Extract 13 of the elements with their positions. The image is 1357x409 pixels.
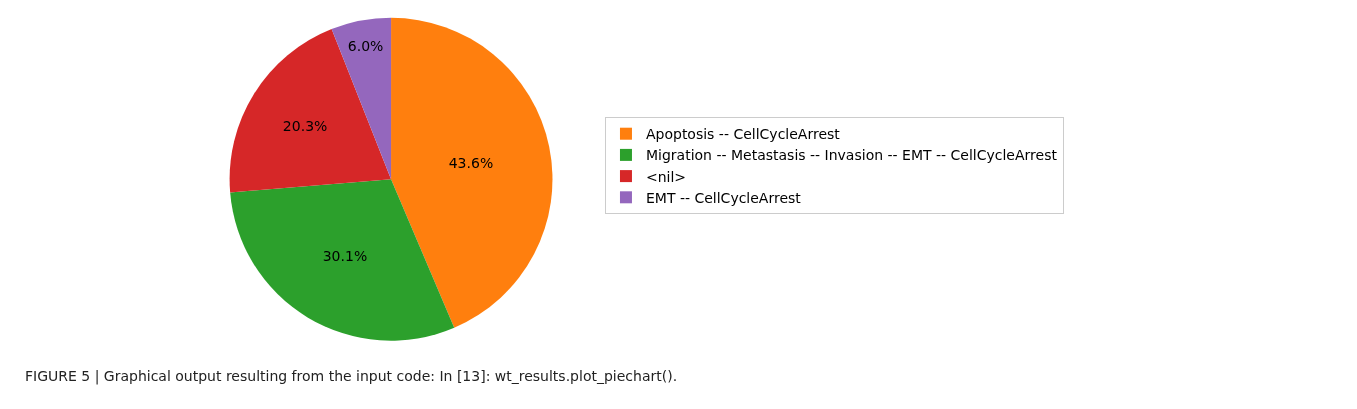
data-label: 43.6% — [448, 154, 494, 171]
legend-label: EMT -- CellCycleArrest — [645, 189, 802, 206]
pie-slice — [230, 179, 455, 341]
legend-label: <nil> — [645, 168, 687, 185]
pie-slice — [331, 17, 392, 180]
legend-label: Apoptosis -- CellCycleArrest — [645, 126, 841, 143]
caption: FIGURE 5 | Graphical output resulting from the input code: In [13]: wt_results.plot_piechart(). — [25, 368, 678, 385]
data-label: 6.0% — [347, 37, 384, 54]
data-label: 20.3% — [282, 117, 328, 134]
pie-slice — [391, 17, 553, 328]
data-label: 30.1% — [322, 247, 368, 264]
pie-slice — [229, 29, 392, 193]
legend-label: Migration -- Metastasis -- Invasion -- EMT -- CellCycleArrest — [645, 147, 1058, 164]
